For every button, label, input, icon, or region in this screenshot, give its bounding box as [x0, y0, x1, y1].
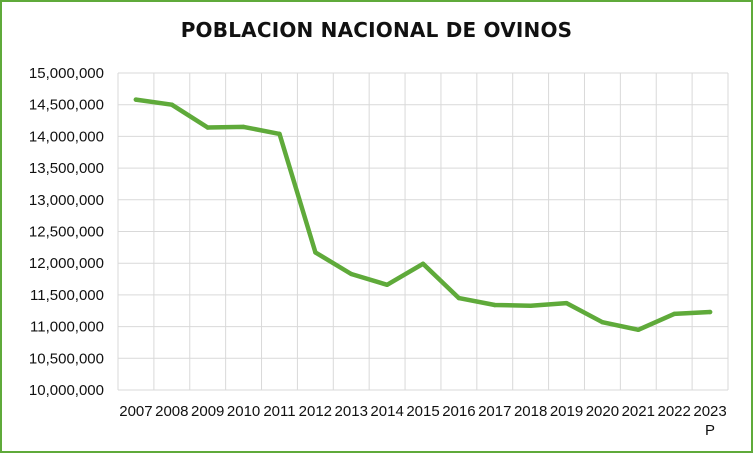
x-tick-label: 2020 — [586, 403, 619, 420]
data-point — [384, 282, 390, 287]
data-point — [492, 302, 497, 308]
y-tick-label: 10,000,000 — [29, 382, 104, 399]
data-point — [600, 319, 605, 325]
data-point — [169, 102, 175, 107]
x-tick-label: 2012 — [299, 403, 332, 420]
data-point — [313, 250, 318, 255]
x-tick-label: 2011 — [263, 403, 295, 420]
data-point — [420, 261, 426, 267]
x-tick-label: 2023 — [693, 403, 726, 420]
x-tick-label: 2010 — [227, 403, 260, 420]
data-point — [456, 295, 462, 301]
x-tick-label: 2019 — [550, 403, 583, 420]
x-tick-label: 2017 — [478, 403, 511, 420]
x-tick-label: 2007 — [119, 403, 152, 420]
x-tick-label: 2008 — [155, 403, 188, 420]
y-tick-label: 11,500,000 — [30, 287, 104, 304]
data-point — [671, 311, 677, 317]
data-point — [277, 131, 282, 137]
data-point — [707, 309, 713, 315]
y-tick-label: 13,000,000 — [29, 192, 104, 209]
y-tick-label: 10,500,000 — [29, 350, 104, 367]
x-tick-label: 2009 — [191, 403, 224, 420]
data-point — [564, 300, 569, 306]
x-tick-label: 2021 — [622, 403, 655, 420]
x-tick-label: 2018 — [514, 403, 547, 420]
x-tick-label: 2015 — [406, 403, 439, 420]
y-tick-label: 15,000,000 — [29, 65, 104, 82]
y-tick-label: 12,500,000 — [29, 224, 104, 241]
data-point — [349, 271, 354, 277]
x-tick-label: P — [705, 422, 715, 439]
x-tick-label: 2014 — [370, 403, 403, 420]
x-tick-label: 2013 — [335, 403, 368, 420]
y-tick-label: 11,000,000 — [30, 319, 104, 336]
chart-title: POBLACION NACIONAL DE OVINOS — [180, 18, 573, 42]
data-point — [133, 97, 139, 102]
y-tick-label: 13,500,000 — [29, 160, 104, 177]
x-tick-label: 2016 — [442, 403, 475, 420]
data-point — [636, 327, 641, 332]
data-point — [528, 303, 533, 308]
y-tick-label: 14,000,000 — [29, 128, 104, 145]
x-tick-label: 2022 — [657, 403, 690, 420]
data-point — [205, 125, 210, 130]
y-tick-label: 14,500,000 — [29, 97, 104, 114]
data-point — [241, 124, 246, 130]
y-tick-label: 12,000,000 — [29, 255, 104, 272]
